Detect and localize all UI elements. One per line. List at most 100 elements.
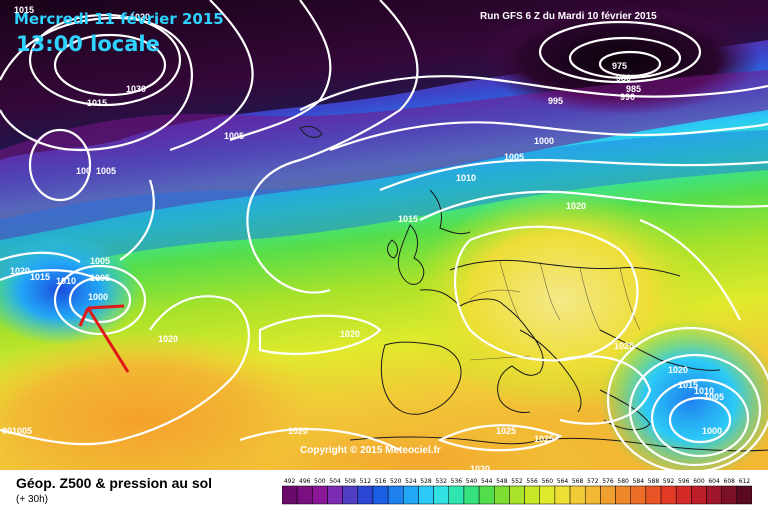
scale-swatch (706, 485, 722, 505)
scale-swatch (554, 485, 571, 505)
pressure-label: 1005 (704, 392, 724, 402)
scale-swatch (387, 485, 404, 505)
pressure-label: 1015 (678, 380, 698, 390)
scale-label: 500 (314, 478, 326, 485)
scale-swatch (357, 485, 374, 505)
pressure-label: 1025 (534, 434, 554, 444)
scale-label: 592 (663, 478, 675, 485)
pressure-label: 1005 (90, 273, 110, 283)
footer-title: Géop. Z500 & pression au sol (16, 475, 213, 491)
pressure-labels: 1015102010301015100510051001010101510001… (2, 5, 724, 470)
scale-swatch (372, 485, 389, 505)
atlantic-low-field (0, 235, 140, 345)
scale-label: 508 (344, 478, 356, 485)
pressure-label: 100 (76, 166, 91, 176)
scale-swatch (539, 485, 556, 505)
scale-label: 536 (451, 478, 463, 485)
footer-subtitle: (+ 30h) (16, 494, 48, 505)
scale-swatch (645, 485, 662, 505)
scale-label: 540 (466, 478, 478, 485)
pressure-label: 1030 (126, 84, 146, 94)
scale-label: 588 (648, 478, 660, 485)
scale-swatch (615, 485, 631, 505)
scale-swatch (282, 485, 298, 505)
scale-label: 516 (375, 478, 387, 485)
scale-label: 604 (708, 478, 720, 485)
scale-label: 532 (435, 478, 447, 485)
pressure-label: 1005 (504, 152, 524, 162)
scale-label: 512 (360, 478, 372, 485)
pressure-label: 990 (620, 92, 635, 102)
scale-swatch (584, 485, 601, 505)
pressure-label: 980 (616, 73, 631, 83)
scale-label: 572 (587, 478, 599, 485)
pressure-label: 1010 (456, 173, 476, 183)
scale-label: 496 (299, 478, 311, 485)
scale-label: 584 (633, 478, 645, 485)
jet-band (0, 130, 768, 280)
pressure-label: 1010 (694, 386, 714, 396)
scale-label: 608 (724, 478, 736, 485)
scale-label: 548 (496, 478, 508, 485)
scale-swatch (569, 485, 586, 505)
scale-label: 600 (693, 478, 705, 485)
pressure-label: 1005 (90, 256, 110, 266)
weather-map: 1015102010301015100510051001010101510001… (0, 0, 768, 470)
color-scale: 492 496 500 504 508 512 516 520 524 528 532 536 540 5… (282, 478, 752, 505)
borders (469, 261, 641, 361)
pressure-label: 995 (548, 96, 563, 106)
scale-label: 596 (678, 478, 690, 485)
pressure-label: 001005 (2, 426, 32, 436)
scale-label: 504 (329, 478, 341, 485)
scale-swatch (403, 485, 419, 505)
scale-swatch (509, 485, 525, 505)
scale-swatch (675, 485, 692, 505)
pressure-label: 1020 (288, 426, 308, 436)
pressure-label: 1015 (87, 98, 107, 108)
pressure-label: 1010 (56, 276, 76, 286)
isobars (0, 0, 768, 470)
scale-label: 576 (602, 478, 614, 485)
scale-label: 580 (617, 478, 629, 485)
scale-label: 564 (557, 478, 569, 485)
pressure-label: 1020 (668, 365, 688, 375)
pressure-label: 1015 (398, 214, 418, 224)
trough-band (0, 70, 768, 240)
scale-label: 524 (405, 478, 417, 485)
scale-swatch (721, 485, 738, 505)
model-run: Run GFS 6 Z du Mardi 10 février 2015 (480, 11, 657, 22)
scale-swatch (312, 485, 328, 505)
pressure-label: 1005 (96, 166, 116, 176)
copyright: Copyright © 2015 Meteociel.fr (300, 445, 441, 456)
scale-label: 568 (572, 478, 584, 485)
red-arrow (78, 304, 130, 373)
forecast-time: 13:00 locale (16, 32, 160, 56)
scale-swatch (327, 485, 343, 505)
scale-swatch (463, 485, 480, 505)
pressure-label: 1020 (470, 464, 490, 470)
scale-swatch (524, 485, 540, 505)
scale-label: 556 (526, 478, 538, 485)
scale-swatch (418, 485, 434, 505)
pressure-label: 975 (612, 61, 627, 71)
scale-label: 492 (284, 478, 296, 485)
forecast-date: Mercredi 11 février 2015 (14, 10, 224, 28)
scale-label: 528 (420, 478, 432, 485)
scale-swatch (736, 485, 752, 505)
pressure-label: 1020 (10, 266, 30, 276)
pressure-label: 1020 (340, 329, 360, 339)
pressure-label: 985 (626, 84, 641, 94)
pressure-label: 1020 (566, 201, 586, 211)
scale-swatch (660, 485, 677, 505)
pressure-label: 1025 (496, 426, 516, 436)
pressure-label: 1000 (702, 426, 722, 436)
scale-swatch (448, 485, 465, 505)
scale-label: 520 (390, 478, 402, 485)
scale-swatch (494, 485, 510, 505)
pressure-label: 1025 (614, 341, 634, 351)
scale-swatch (630, 485, 647, 505)
footer: Géop. Z500 & pression au sol (+ 30h) 492… (0, 470, 768, 512)
pressure-label: 1005 (224, 131, 244, 141)
pressure-label: 1015 (30, 272, 50, 282)
pressure-label: 1020 (158, 334, 178, 344)
